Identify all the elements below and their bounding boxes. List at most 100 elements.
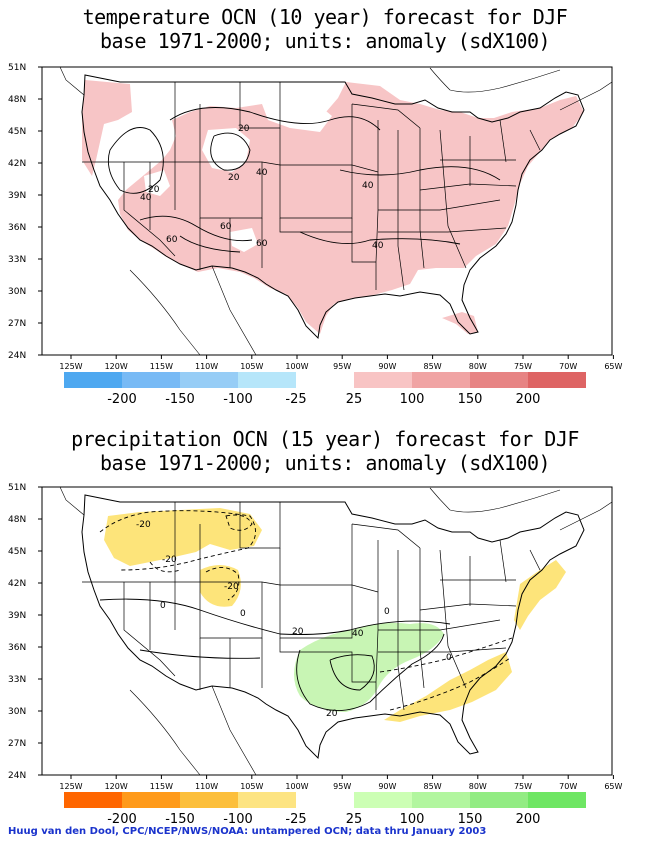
longitude-label: 105W [240, 362, 263, 371]
colorbar-negative-swatch [122, 792, 180, 808]
colorbar-negative-swatch [122, 372, 180, 388]
contour-label: -20 [136, 520, 151, 530]
longitude-label: 100W [285, 782, 308, 791]
latitude-label: 30N [8, 287, 26, 297]
latitude-label: 45N [8, 547, 26, 557]
colorbar-label: -100 [223, 812, 253, 827]
temperature-contours [107, 107, 501, 253]
longitude-label: 75W [514, 782, 532, 791]
contour-label: 20 [326, 709, 338, 719]
longitude-label: 105W [240, 782, 263, 791]
colorbar-label: 100 [400, 812, 425, 827]
contour-label: 0 [384, 607, 390, 617]
latitude-label: 36N [8, 643, 26, 653]
colorbar-label: 100 [400, 392, 425, 407]
colorbar-positive-swatch [354, 372, 412, 388]
contour-label: 20 [238, 124, 250, 134]
latitude-label: 24N [8, 351, 26, 361]
colorbar-positive-swatch [470, 372, 528, 388]
latitude-label: 30N [8, 707, 26, 717]
longitude-label: 65W [604, 782, 622, 791]
temperature-state-borders [82, 82, 541, 291]
longitude-label: 110W [195, 782, 218, 791]
precipitation-title-line1: precipitation OCN (15 year) forecast for… [71, 427, 579, 451]
latitude-label: 24N [8, 771, 26, 781]
longitude-label: 110W [195, 362, 218, 371]
temperature-contour-labels: 20 20 40 40 20 40 40 60 60 60 [140, 124, 384, 251]
longitude-label: 120W [105, 362, 128, 371]
precipitation-positive-contours [99, 598, 451, 711]
precipitation-negative-contours [99, 510, 513, 711]
contour-label: 60 [256, 239, 268, 249]
contour-label: -20 [162, 555, 177, 565]
colorbar-label: -150 [165, 392, 195, 407]
colorbar-label: -200 [107, 392, 137, 407]
contour-label: 40 [140, 193, 152, 203]
temperature-title-line1: temperature OCN (10 year) forecast for D… [82, 5, 568, 29]
precipitation-state-borders [82, 502, 541, 711]
longitude-label: 115W [150, 362, 173, 371]
latitude-label: 51N [8, 63, 26, 73]
colorbar-label: 150 [458, 392, 483, 407]
colorbar-label: 25 [346, 392, 363, 407]
precipitation-wet-shading [294, 622, 444, 712]
longitude-label: 115W [150, 782, 173, 791]
contour-label: 40 [256, 168, 268, 178]
colorbar-negative-swatch [180, 792, 238, 808]
latitude-label: 27N [8, 319, 26, 329]
longitude-label: 95W [333, 362, 351, 371]
latitude-label: 39N [8, 611, 26, 621]
precipitation-neighbor-borders [59, 486, 613, 776]
colorbar-label: -200 [107, 812, 137, 827]
longitude-label: 125W [59, 362, 82, 371]
longitude-label: 85W [424, 782, 442, 791]
latitude-label: 36N [8, 223, 26, 233]
contour-label: 60 [166, 235, 178, 245]
credit-line: Huug van den Dool, CPC/NCEP/NWS/NOAA: un… [8, 826, 487, 837]
temperature-map: 20 20 40 40 20 40 40 60 60 60 [41, 66, 613, 356]
colorbar-negative-swatch [238, 792, 296, 808]
contour-label: 20 [292, 627, 304, 637]
latitude-label: 39N [8, 191, 26, 201]
latitude-label: 42N [8, 159, 26, 169]
colorbar-positive-swatch [412, 792, 470, 808]
temperature-neighbor-borders [59, 66, 613, 356]
longitude-label: 100W [285, 362, 308, 371]
latitude-label: 48N [8, 95, 26, 105]
colorbar-negative-swatch [180, 372, 238, 388]
colorbar-positive-swatch [528, 792, 586, 808]
colorbar-label: 150 [458, 812, 483, 827]
contour-label: 60 [220, 222, 232, 232]
longitude-label: 80W [469, 782, 487, 791]
longitude-label: 75W [514, 362, 532, 371]
longitude-label: 85W [424, 362, 442, 371]
precipitation-dry-shading [104, 508, 566, 722]
contour-label: 0 [446, 653, 452, 663]
latitude-label: 42N [8, 579, 26, 589]
longitude-label: 125W [59, 782, 82, 791]
longitude-label: 90W [378, 782, 396, 791]
precipitation-map: -20 -20 0 -20 0 20 40 20 0 0 [41, 486, 613, 776]
colorbar-positive-swatch [412, 372, 470, 388]
contour-label: 20 [148, 185, 160, 195]
latitude-label: 48N [8, 515, 26, 525]
longitude-label: 70W [559, 782, 577, 791]
longitude-label: 70W [559, 362, 577, 371]
contour-label: 40 [372, 241, 384, 251]
latitude-label: 27N [8, 739, 26, 749]
colorbars: -200 -150 -100 -25 25 100 150 200-200 -150 -100 -2… [64, 372, 586, 827]
colorbar-negative-swatch [238, 372, 296, 388]
colorbar-label: -150 [165, 812, 195, 827]
axis-labels: 51N 48N 45N 42N 39N 36N 33N 30N 27N 24N 125W 120W 11… [8, 63, 623, 791]
colorbar-label: 25 [346, 812, 363, 827]
colorbar-positive-swatch [528, 372, 586, 388]
colorbar-label: 200 [516, 392, 541, 407]
colorbar-positive-swatch [354, 792, 412, 808]
longitude-label: 95W [333, 782, 351, 791]
colorbar-negative-swatch [64, 792, 122, 808]
colorbar-positive-swatch [470, 792, 528, 808]
latitude-label: 33N [8, 255, 26, 265]
colorbar-label: -25 [285, 812, 306, 827]
contour-label: -20 [224, 582, 239, 592]
